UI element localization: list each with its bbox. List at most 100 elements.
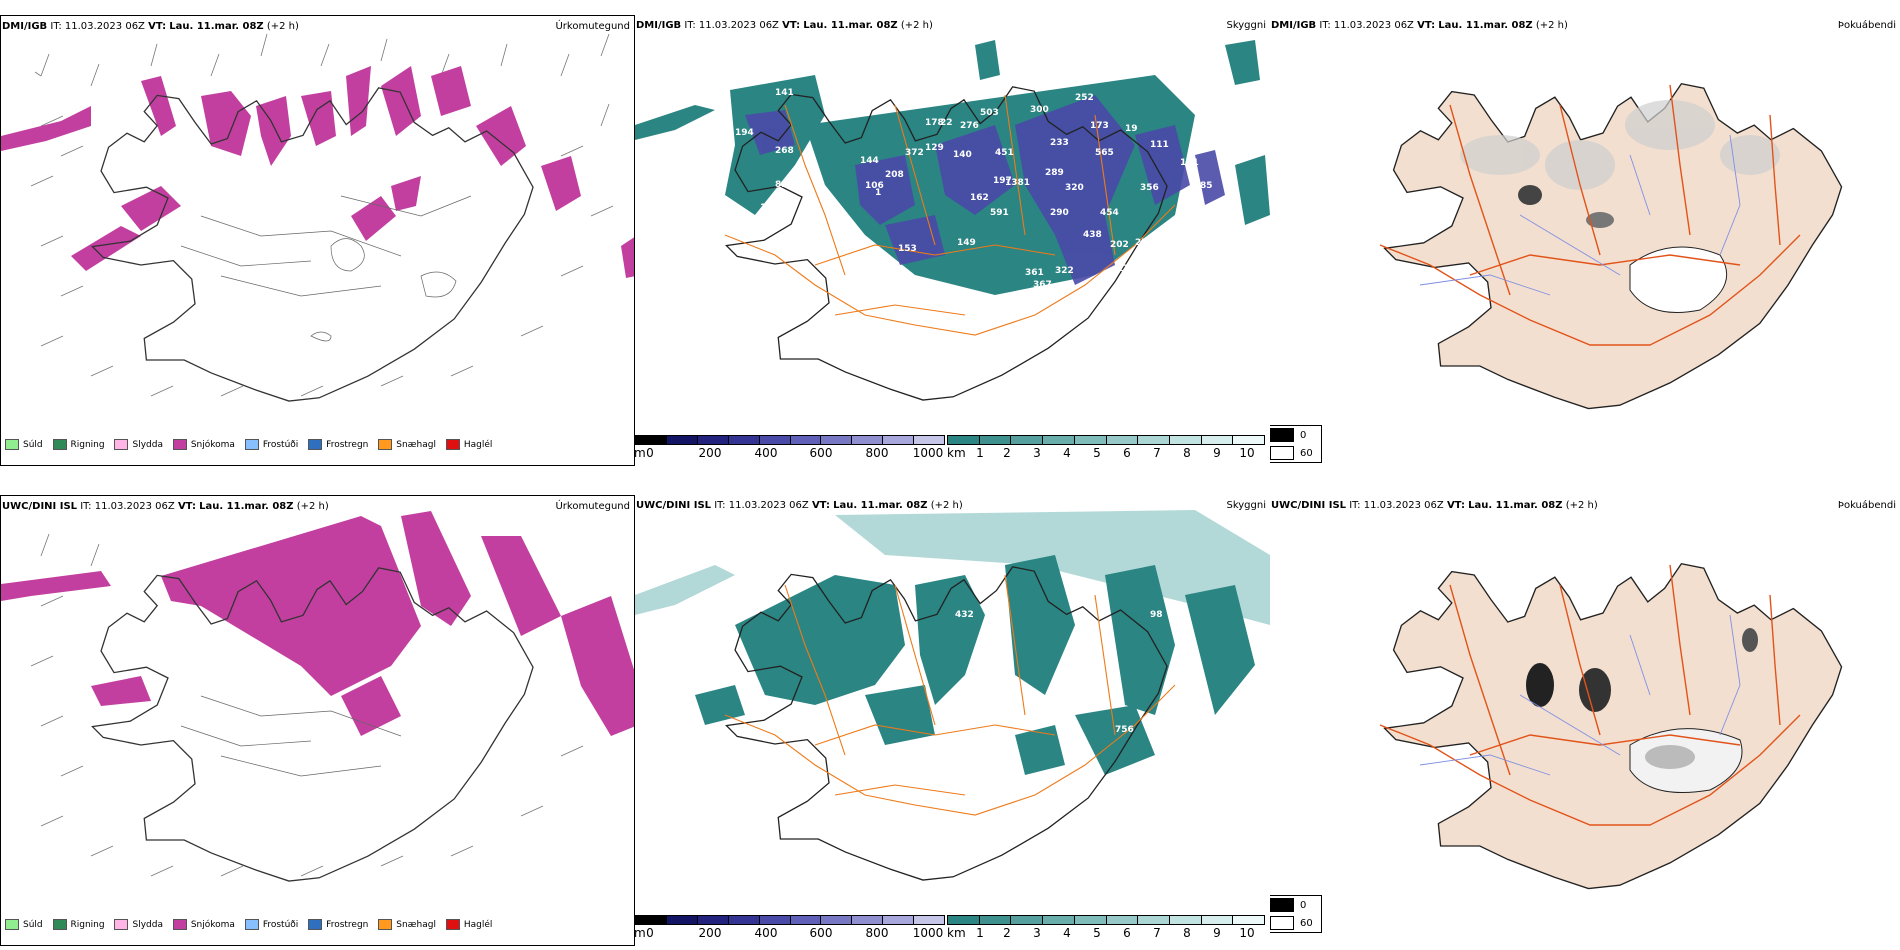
visibility-tick: 9 (1213, 926, 1221, 940)
height-tick: 400 (754, 926, 778, 940)
legend-swatch (52, 919, 67, 930)
cloud-top-label: 273 (730, 230, 749, 240)
cloud-top-label: 143 (760, 203, 779, 213)
cloud-top-label: 162 (970, 193, 989, 203)
cloud-top-label: 85 (1200, 181, 1213, 191)
cloud-top-label: 828 (775, 180, 794, 190)
visibility-tick: 9 (1213, 446, 1221, 460)
cloud-top-label: 153 (898, 244, 917, 254)
cloud-top-label: 178 (925, 118, 944, 128)
visibility-tick: 10 (1239, 926, 1255, 940)
fog-map (1379, 563, 1843, 890)
cloud-top-label: 503 (980, 108, 999, 118)
cloud-top-label: 1 (875, 188, 881, 198)
legend-swatch (378, 439, 393, 450)
fog-legend-row: 60 (1270, 914, 1321, 932)
height-tick: 1000 (912, 926, 944, 940)
panel-field-name: Skyggni (1226, 500, 1266, 511)
cloud-top-label: 174 (1117, 264, 1136, 274)
height-tick: 200 (698, 926, 722, 940)
visibility-tick: 7 (1153, 926, 1161, 940)
legend-item: Súld (5, 919, 43, 930)
panel-title: DMI/IGB IT: 11.03.2023 06Z VT: Lau. 11.m… (636, 20, 933, 31)
panel-field-name: Úrkomutegund (555, 501, 630, 512)
visibility-unit: km (947, 446, 966, 460)
cloud-top-label: 98 (1150, 610, 1163, 620)
visibility-colorbar-ticks: km 1 2 3 4 5 6 7 8 9 10 (947, 925, 1265, 940)
legend-item: Frostúði (244, 439, 298, 450)
cloud-top-label: 87 (785, 230, 798, 240)
legend-item: Snæhagl (378, 439, 436, 450)
legend-item: Snjókoma (172, 439, 235, 450)
visibility-colorbar-swatches (947, 435, 1265, 445)
cloud-top-label: 233 (1050, 138, 1069, 148)
cloud-top-label: 585 (1180, 208, 1199, 218)
fog-legend-swatch (1270, 916, 1294, 930)
legend-swatch (244, 439, 259, 450)
cloud-top-label: 202 (1110, 240, 1129, 250)
visibility-tick: 8 (1183, 446, 1191, 460)
height-tick: 0 (646, 926, 654, 940)
fog-legend-row: 0 (1270, 896, 1321, 914)
cloud-top-label: 140 (953, 150, 972, 160)
height-tick: 200 (698, 446, 722, 460)
cloud-top-label: 432 (955, 610, 974, 620)
cloud-top-label: 372 (905, 148, 924, 158)
visibility-tick: 5 (1093, 446, 1101, 460)
visibility-tick: 10 (1239, 446, 1255, 460)
fog-panel-top: DMI/IGB IT: 11.03.2023 06Z VT: Lau. 11.m… (1270, 15, 1900, 466)
fog-legend-swatch (1270, 446, 1294, 460)
visibility-tick: 2 (1003, 926, 1011, 940)
cloud-map: 432 98 240 756 (635, 510, 1270, 881)
legend-swatch (244, 919, 259, 930)
visibility-tick: 4 (1063, 446, 1071, 460)
cloud-top-label: 22 (940, 118, 953, 128)
cloud-top-label: 451 (995, 148, 1014, 158)
visibility-tick: 3 (1033, 446, 1041, 460)
height-tick: 600 (809, 926, 833, 940)
cloud-top-label: 144 (860, 156, 879, 166)
cloud-top-label: 289 (1045, 168, 1064, 178)
legend-item: Haglél (445, 439, 492, 450)
precip-panel-bottom: UWC/DINI ISL IT: 11.03.2023 06Z VT: Lau.… (0, 495, 635, 946)
legend-item: Snæhagl (378, 919, 436, 930)
visibility-tick: 8 (1183, 926, 1191, 940)
legend-swatch (114, 439, 129, 450)
legend-item: Snjókoma (172, 919, 235, 930)
legend-swatch (5, 919, 19, 930)
precip-legend: Súld Rigning Slydda Snjókoma Frostúði Fr… (5, 439, 499, 450)
visibility-colorbar: km 1 2 3 4 5 6 7 8 9 10 (947, 915, 1265, 940)
visibility-tick: 1 (976, 926, 984, 940)
cloud-top-label: 290 (1050, 208, 1069, 218)
panel-field-name: Þokuábendi (1837, 20, 1896, 31)
precip-map (1, 33, 634, 402)
cloud-top-label: 173 (1090, 121, 1109, 131)
visibility-tick: 6 (1123, 926, 1131, 940)
panel-title: DMI/IGB IT: 11.03.2023 06Z VT: Lau. 11.m… (2, 21, 299, 32)
height-unit: m (635, 926, 646, 940)
cloud-top-label: 1381 (1005, 178, 1030, 188)
legend-swatch (308, 919, 323, 930)
legend-item: Frostregn (308, 439, 368, 450)
panel-title: UWC/DINI ISL IT: 11.03.2023 06Z VT: Lau.… (1271, 500, 1598, 511)
legend-item: Rigning (52, 919, 105, 930)
cloud-top-label: 194 (735, 128, 754, 138)
visibility-tick: 2 (1003, 446, 1011, 460)
panel-field-name: Skyggni (1226, 20, 1266, 31)
legend-swatch (445, 919, 460, 930)
legend-swatch (172, 919, 187, 930)
fog-panel-bottom: UWC/DINI ISL IT: 11.03.2023 06Z VT: Lau.… (1270, 495, 1900, 946)
panel-title: DMI/IGB IT: 11.03.2023 06Z VT: Lau. 11.m… (1271, 20, 1568, 31)
legend-item: Rigning (52, 439, 105, 450)
visibility-tick: 1 (976, 446, 984, 460)
legend-item: Frostúði (244, 919, 298, 930)
cloud-top-label: 591 (990, 208, 1009, 218)
visibility-tick: 5 (1093, 926, 1101, 940)
cloud-top-label: 322 (1055, 266, 1074, 276)
height-colorbar-swatches (635, 435, 945, 445)
cloud-top-label: 454 (1100, 208, 1119, 218)
cloud-top-label: 240 (955, 698, 974, 708)
panel-field-name: Úrkomutegund (555, 21, 630, 32)
panel-title: UWC/DINI ISL IT: 11.03.2023 06Z VT: Lau.… (636, 500, 963, 511)
precip-panel-top: DMI/IGB IT: 11.03.2023 06Z VT: Lau. 11.m… (0, 15, 635, 466)
